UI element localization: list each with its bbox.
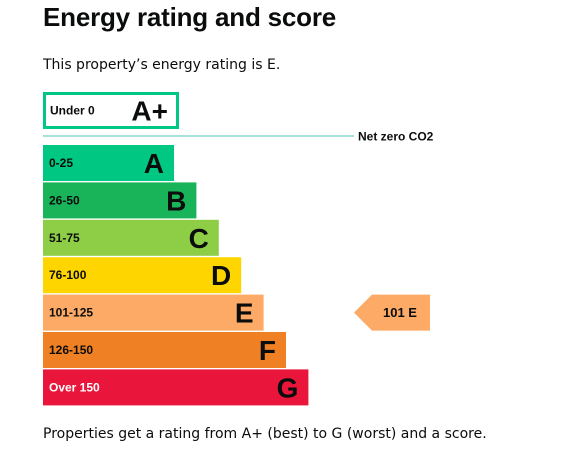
band-b-range: 26-50 bbox=[49, 193, 80, 207]
net-zero-label: Net zero CO2 bbox=[358, 130, 434, 144]
band-a-letter: A bbox=[144, 148, 164, 179]
band-g-bar bbox=[43, 369, 309, 406]
band-e-range: 101-125 bbox=[49, 306, 93, 320]
band-d-bar bbox=[43, 257, 242, 294]
band-d-letter: D bbox=[211, 260, 231, 291]
band-c-bar bbox=[43, 219, 219, 256]
band-e-bar bbox=[43, 294, 264, 331]
band-b-bar bbox=[43, 182, 197, 219]
rating-explanation: Properties get a rating from A+ (best) t… bbox=[43, 426, 487, 442]
current-rating-marker bbox=[354, 294, 430, 331]
band-e-letter: E bbox=[235, 298, 254, 329]
rating-intro: This property’s energy rating is E. bbox=[43, 57, 281, 73]
band-g-letter: G bbox=[277, 372, 299, 403]
band-f-letter: F bbox=[259, 335, 276, 366]
band-a-plus-range: Under 0 bbox=[50, 104, 95, 118]
band-d-range: 76-100 bbox=[49, 268, 87, 282]
band-c-letter: C bbox=[189, 223, 209, 254]
page-title: Energy rating and score bbox=[43, 2, 337, 32]
band-a-bar bbox=[43, 145, 174, 181]
band-a-plus-outline bbox=[43, 92, 179, 129]
band-a-range: 0-25 bbox=[49, 156, 73, 170]
band-a-plus-letter: A+ bbox=[131, 96, 168, 127]
current-rating-label: 101 E bbox=[383, 305, 417, 320]
band-c-range: 51-75 bbox=[49, 231, 80, 245]
band-g-range: Over 150 bbox=[49, 380, 100, 394]
band-f-bar bbox=[43, 332, 286, 368]
band-f-range: 126-150 bbox=[49, 343, 93, 357]
band-b-letter: B bbox=[166, 185, 186, 216]
